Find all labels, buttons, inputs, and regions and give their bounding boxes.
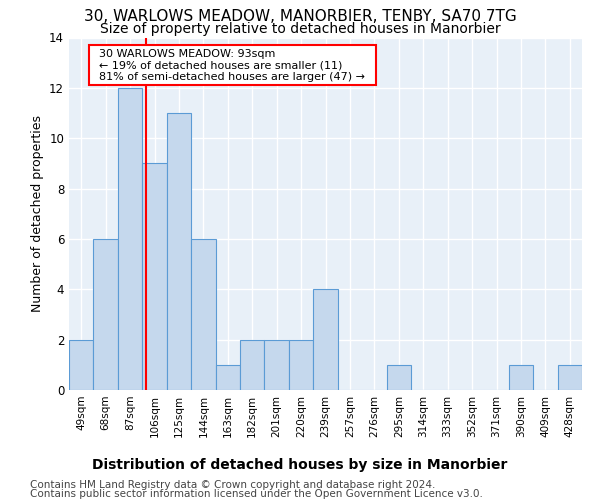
Bar	[94, 239, 118, 390]
Bar	[386, 365, 411, 390]
Bar	[69, 340, 94, 390]
Bar	[167, 113, 191, 390]
Text: 30 WARLOWS MEADOW: 93sqm  
  ← 19% of detached houses are smaller (11)  
  81% o: 30 WARLOWS MEADOW: 93sqm ← 19% of detach…	[92, 49, 372, 82]
Bar	[215, 365, 240, 390]
Text: Distribution of detached houses by size in Manorbier: Distribution of detached houses by size …	[92, 458, 508, 471]
Bar	[289, 340, 313, 390]
Text: Contains public sector information licensed under the Open Government Licence v3: Contains public sector information licen…	[30, 489, 483, 499]
Text: Contains HM Land Registry data © Crown copyright and database right 2024.: Contains HM Land Registry data © Crown c…	[30, 480, 436, 490]
Bar	[142, 164, 167, 390]
Bar	[509, 365, 533, 390]
Text: Size of property relative to detached houses in Manorbier: Size of property relative to detached ho…	[100, 22, 500, 36]
Y-axis label: Number of detached properties: Number of detached properties	[31, 116, 44, 312]
Bar	[313, 290, 338, 390]
Bar	[557, 365, 582, 390]
Bar	[265, 340, 289, 390]
Text: 30, WARLOWS MEADOW, MANORBIER, TENBY, SA70 7TG: 30, WARLOWS MEADOW, MANORBIER, TENBY, SA…	[83, 9, 517, 24]
Bar	[118, 88, 142, 390]
Bar	[191, 239, 215, 390]
Bar	[240, 340, 265, 390]
